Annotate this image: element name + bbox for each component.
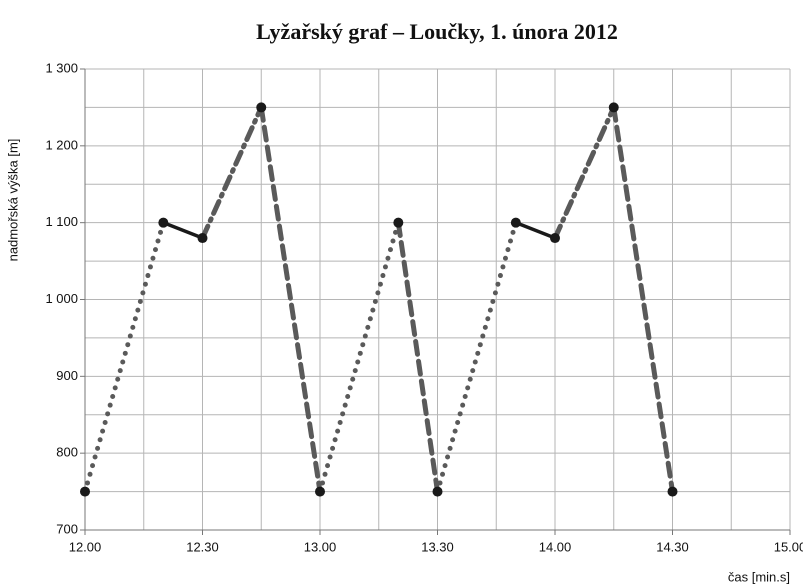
x-tick-label: 14.30 — [656, 539, 689, 554]
y-tick-label: 700 — [56, 521, 78, 536]
point — [197, 233, 208, 244]
line-segment — [161, 220, 205, 240]
x-tick-label: 13.30 — [421, 539, 454, 554]
point — [550, 233, 560, 244]
chart-title: Lyžařský graf – Loučky, 1. února 2012 — [256, 19, 618, 44]
x-tick-label: 15.00 — [774, 539, 803, 554]
x-tick-label: 12.30 — [186, 539, 219, 554]
y-axis-label: nadmořská výška [m] — [5, 139, 20, 262]
point — [393, 217, 404, 228]
line-segment — [611, 104, 675, 495]
y-tick-label: 1 200 — [45, 137, 78, 152]
y-tick-label: 1 000 — [45, 291, 78, 306]
y-tick-label: 800 — [56, 445, 78, 460]
y-tick-label: 900 — [56, 368, 78, 383]
line-segment — [82, 220, 166, 495]
x-tick-label: 13.00 — [304, 539, 337, 554]
line-segment — [435, 220, 519, 495]
line-segment — [200, 104, 264, 241]
x-tick-label: 14.00 — [539, 539, 572, 554]
point — [432, 486, 443, 497]
point — [158, 217, 169, 228]
line-segment — [258, 104, 323, 495]
point — [667, 486, 678, 497]
y-tick-label: 1 300 — [45, 60, 78, 75]
x-axis-label: čas [min.s] — [728, 569, 790, 584]
x-tick-label: 12.00 — [69, 539, 102, 554]
y-tick-label: 1 100 — [45, 214, 78, 229]
point — [608, 102, 619, 113]
line-segment — [395, 220, 440, 495]
point — [256, 102, 267, 113]
line-segment — [514, 220, 557, 240]
point — [315, 486, 325, 497]
point — [510, 217, 521, 228]
line-segment — [552, 104, 617, 241]
point — [80, 486, 90, 497]
line-segment — [317, 220, 401, 495]
